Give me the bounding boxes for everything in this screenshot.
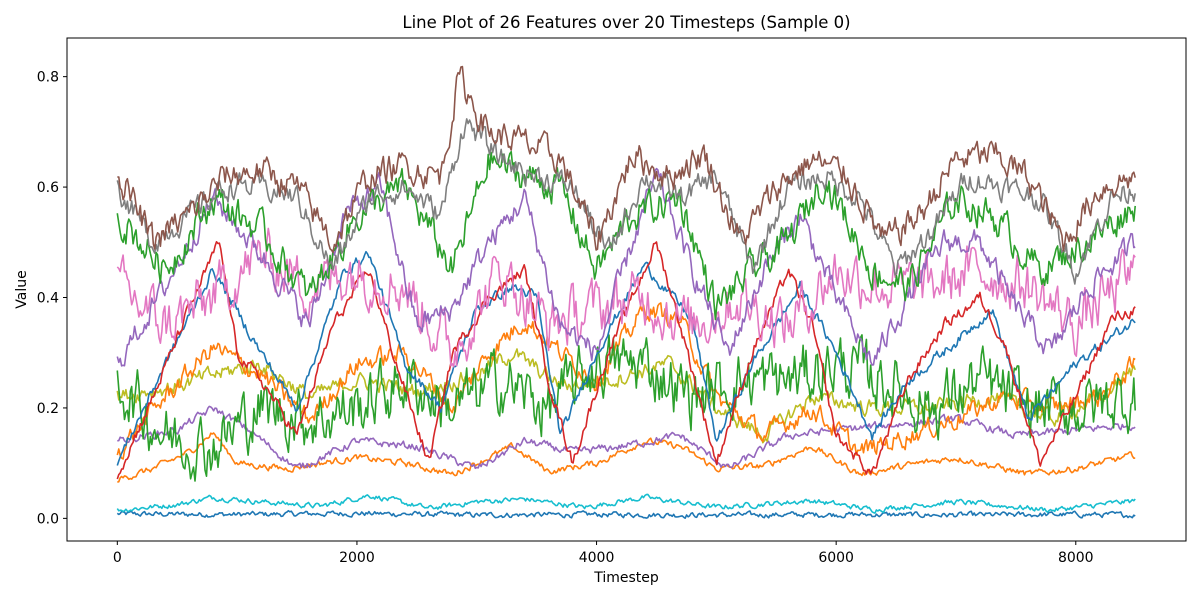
y-tick-label: 0.8 [37, 70, 59, 86]
y-tick-label: 0.2 [37, 401, 59, 417]
series-line-0 [116, 509, 1136, 519]
y-axis-label: Value [14, 270, 30, 308]
series-line-1 [116, 493, 1136, 514]
series-line-11 [116, 150, 1136, 321]
series-line-12 [116, 118, 1136, 285]
x-axis: 0 2000 4000 6000 8000 [113, 541, 1094, 566]
y-tick-label: 0.4 [37, 291, 59, 307]
series-line-6 [116, 334, 1136, 482]
series-line-9 [116, 227, 1136, 368]
chart-title: Line Plot of 26 Features over 20 Timeste… [402, 13, 850, 32]
y-axis: 0.0 0.2 0.4 0.6 0.8 [37, 70, 67, 527]
series-line-13 [117, 65, 1136, 254]
x-tick-label: 2000 [339, 550, 375, 566]
series-line-8 [116, 241, 1136, 480]
series-line-3 [117, 405, 1136, 470]
x-tick-label: 4000 [579, 550, 615, 566]
series-line-7 [116, 250, 1136, 466]
series-line-4 [116, 348, 1136, 444]
plot-area [116, 65, 1136, 519]
x-tick-label: 0 [113, 550, 122, 566]
x-tick-label: 6000 [818, 550, 854, 566]
y-tick-label: 0.6 [37, 180, 59, 196]
series-line-2 [117, 432, 1136, 483]
y-tick-label: 0.0 [37, 511, 59, 527]
x-tick-label: 8000 [1058, 550, 1094, 566]
x-axis-label: Timestep [593, 570, 659, 586]
axes-frame [66, 37, 1187, 542]
series-line-10 [116, 167, 1136, 367]
